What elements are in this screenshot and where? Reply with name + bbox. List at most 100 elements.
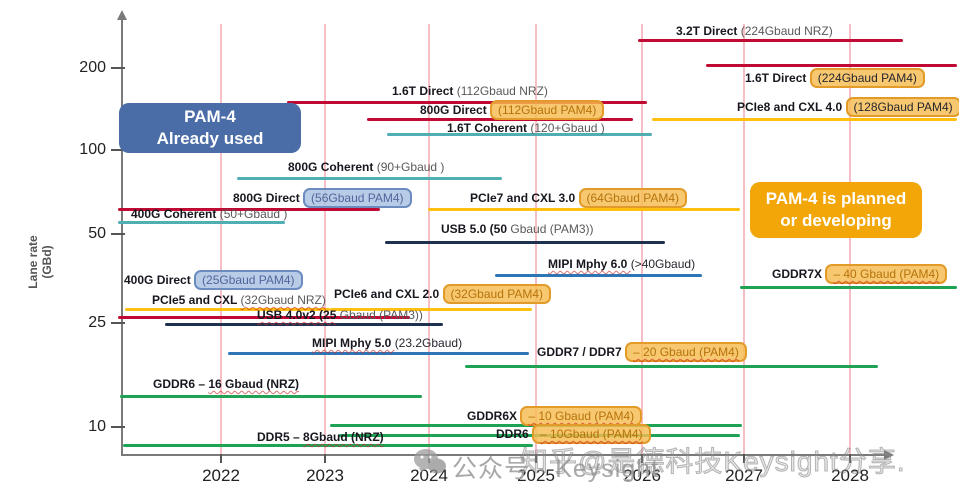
series-name: PCIe8 and CXL 4.0 bbox=[737, 100, 846, 114]
series-value: (112Gbaud NRZ) bbox=[456, 84, 548, 98]
series-value: (90+Gbaud ) bbox=[376, 160, 445, 174]
series-value-highlight: – 10Gbaud (PAM4) bbox=[532, 424, 651, 444]
year-gridline bbox=[535, 24, 537, 456]
series-line bbox=[652, 118, 957, 121]
series-label: MIPI Mphy 5.0 (23.2Gbaud) bbox=[312, 336, 462, 350]
series-value: 8Gbaud (NRZ) bbox=[303, 430, 384, 444]
y-axis-line bbox=[121, 20, 123, 456]
x-axis-line bbox=[121, 454, 885, 456]
series-name: MIPI Mphy 5.0 bbox=[312, 336, 395, 350]
series-line bbox=[228, 352, 529, 355]
x-tick-label: 2022 bbox=[202, 466, 240, 485]
series-name: 1.6T Direct bbox=[745, 71, 810, 85]
series-name: PCIe5 and CXL bbox=[152, 293, 241, 307]
series-label: 400G Coherent (50+Gbaud ) bbox=[131, 207, 287, 221]
series-line bbox=[287, 101, 647, 104]
series-name: DDR5 – bbox=[257, 430, 304, 444]
x-axis-arrow-icon bbox=[884, 450, 894, 460]
series-name: GDDR7 / DDR7 bbox=[537, 345, 626, 359]
series-label: 800G Coherent (90+Gbaud ) bbox=[288, 160, 444, 174]
series-name: 800G Direct bbox=[233, 191, 304, 205]
series-label: MIPI Mphy 6.0 (>40Gbaud) bbox=[548, 257, 695, 271]
series-value: (>40Gbaud) bbox=[630, 257, 696, 271]
series-value-highlight: (128Gbaud PAM4) bbox=[845, 97, 959, 117]
year-gridline bbox=[743, 24, 745, 456]
series-name: 800G Coherent bbox=[288, 160, 377, 174]
series-label: 800G Direct (112Gbaud PAM4) bbox=[420, 100, 605, 120]
series-name: 400G Coherent bbox=[131, 207, 220, 221]
series-name: USB 5.0 (50 bbox=[441, 222, 508, 236]
pam4-planned-line1: PAM-4 is planned bbox=[765, 189, 907, 208]
series-line bbox=[495, 274, 702, 277]
y-tick-label: 10 bbox=[88, 418, 106, 435]
series-line bbox=[118, 208, 380, 211]
series-line bbox=[330, 308, 532, 311]
x-tick-label: 2026 bbox=[623, 466, 661, 485]
series-label: 800G Direct (56Gbaud PAM4) bbox=[233, 188, 412, 208]
x-tick-mark bbox=[849, 454, 851, 463]
year-gridline bbox=[849, 24, 851, 456]
series-value: (23.2Gbaud) bbox=[394, 336, 463, 350]
series-value-highlight: (25Gbaud PAM4) bbox=[194, 270, 303, 290]
year-gridline bbox=[324, 24, 326, 456]
series-name: 1.6T Direct bbox=[392, 84, 457, 98]
y-tick-label: 25 bbox=[88, 314, 106, 331]
watermark-zhihu-text: 知乎@是德科技Keysight分享. bbox=[520, 446, 906, 478]
series-name: USB 4.0v2 (25 bbox=[257, 308, 337, 322]
series-label: USB 4.0v2 (25 Gbaud (PAM3)) bbox=[257, 308, 423, 322]
y-tick-mark bbox=[111, 426, 125, 428]
series-label: 1.6T Coherent (120+Gbaud ) bbox=[447, 121, 605, 135]
x-tick-label: 2027 bbox=[725, 466, 763, 485]
series-label: PCIe6 and CXL 2.0 (32Gbaud PAM4) bbox=[334, 284, 551, 304]
series-value: 16 Gbaud (NRZ) bbox=[208, 377, 300, 391]
y-axis-title: Lane rate (GBd) bbox=[26, 206, 54, 318]
series-value: (120+Gbaud ) bbox=[530, 121, 605, 135]
series-name: DDR6 bbox=[496, 427, 533, 441]
series-label: GDDR6 – 16 Gbaud (NRZ) bbox=[153, 377, 299, 391]
series-name: GDDR6X bbox=[467, 409, 521, 423]
series-name: MIPI Mphy 6.0 bbox=[548, 257, 631, 271]
series-value: (32Gbaud NRZ) bbox=[240, 293, 326, 307]
series-value: Gbaud (PAM3)) bbox=[507, 222, 594, 236]
series-label: DDR6 – 10Gbaud (PAM4) bbox=[496, 424, 651, 444]
series-line bbox=[118, 221, 285, 224]
series-value-highlight: (112Gbaud PAM4) bbox=[490, 100, 605, 120]
y-tick-label: 50 bbox=[88, 225, 106, 242]
series-label: GDDR7 / DDR7 – 20 Gbaud (PAM4) bbox=[537, 342, 747, 362]
series-label: 400G Direct (25Gbaud PAM4) bbox=[124, 270, 303, 290]
series-line bbox=[465, 365, 878, 368]
pam4-already-used-line1: PAM-4 bbox=[184, 107, 236, 126]
series-label: 1.6T Direct (224Gbaud PAM4) bbox=[745, 68, 925, 88]
y-axis-title-line2: (GBd) bbox=[40, 245, 54, 279]
series-line bbox=[428, 208, 740, 211]
y-axis-title-line1: Lane rate bbox=[26, 235, 40, 289]
x-tick-mark bbox=[220, 454, 222, 463]
series-line bbox=[706, 64, 957, 67]
series-line bbox=[638, 39, 903, 42]
series-name: GDDR6 – bbox=[153, 377, 209, 391]
series-value: Gbaud (PAM3)) bbox=[336, 308, 423, 322]
series-label: USB 5.0 (50 Gbaud (PAM3)) bbox=[441, 222, 594, 236]
series-label: GDDR6X – 10 Gbaud (PAM4) bbox=[467, 406, 643, 426]
pam4-planned-box: PAM-4 is planned or developing bbox=[750, 182, 922, 238]
series-line bbox=[118, 316, 410, 319]
series-name: 1.6T Coherent bbox=[447, 121, 531, 135]
series-value-highlight: (64Gbaud PAM4) bbox=[578, 188, 687, 208]
series-line bbox=[385, 241, 665, 244]
x-tick-label: 2028 bbox=[831, 466, 869, 485]
series-value: (50+Gbaud ) bbox=[219, 207, 288, 221]
series-line bbox=[237, 177, 502, 180]
series-name: PCIe7 and CXL 3.0 bbox=[470, 191, 579, 205]
pam4-planned-line2: or developing bbox=[780, 211, 892, 230]
x-tick-label: 2025 bbox=[517, 466, 555, 485]
series-line bbox=[123, 444, 533, 447]
series-line bbox=[120, 395, 422, 398]
pam4-already-used-line2: Already used bbox=[156, 129, 264, 148]
y-tick-label: 200 bbox=[79, 59, 106, 76]
y-tick-label: 100 bbox=[79, 141, 106, 158]
year-gridline bbox=[220, 24, 222, 456]
pam4-already-used-box: PAM-4 Already used bbox=[119, 103, 301, 153]
x-tick-mark bbox=[743, 454, 745, 463]
series-line bbox=[125, 308, 330, 311]
series-value-highlight: – 10 Gbaud (PAM4) bbox=[520, 406, 643, 426]
